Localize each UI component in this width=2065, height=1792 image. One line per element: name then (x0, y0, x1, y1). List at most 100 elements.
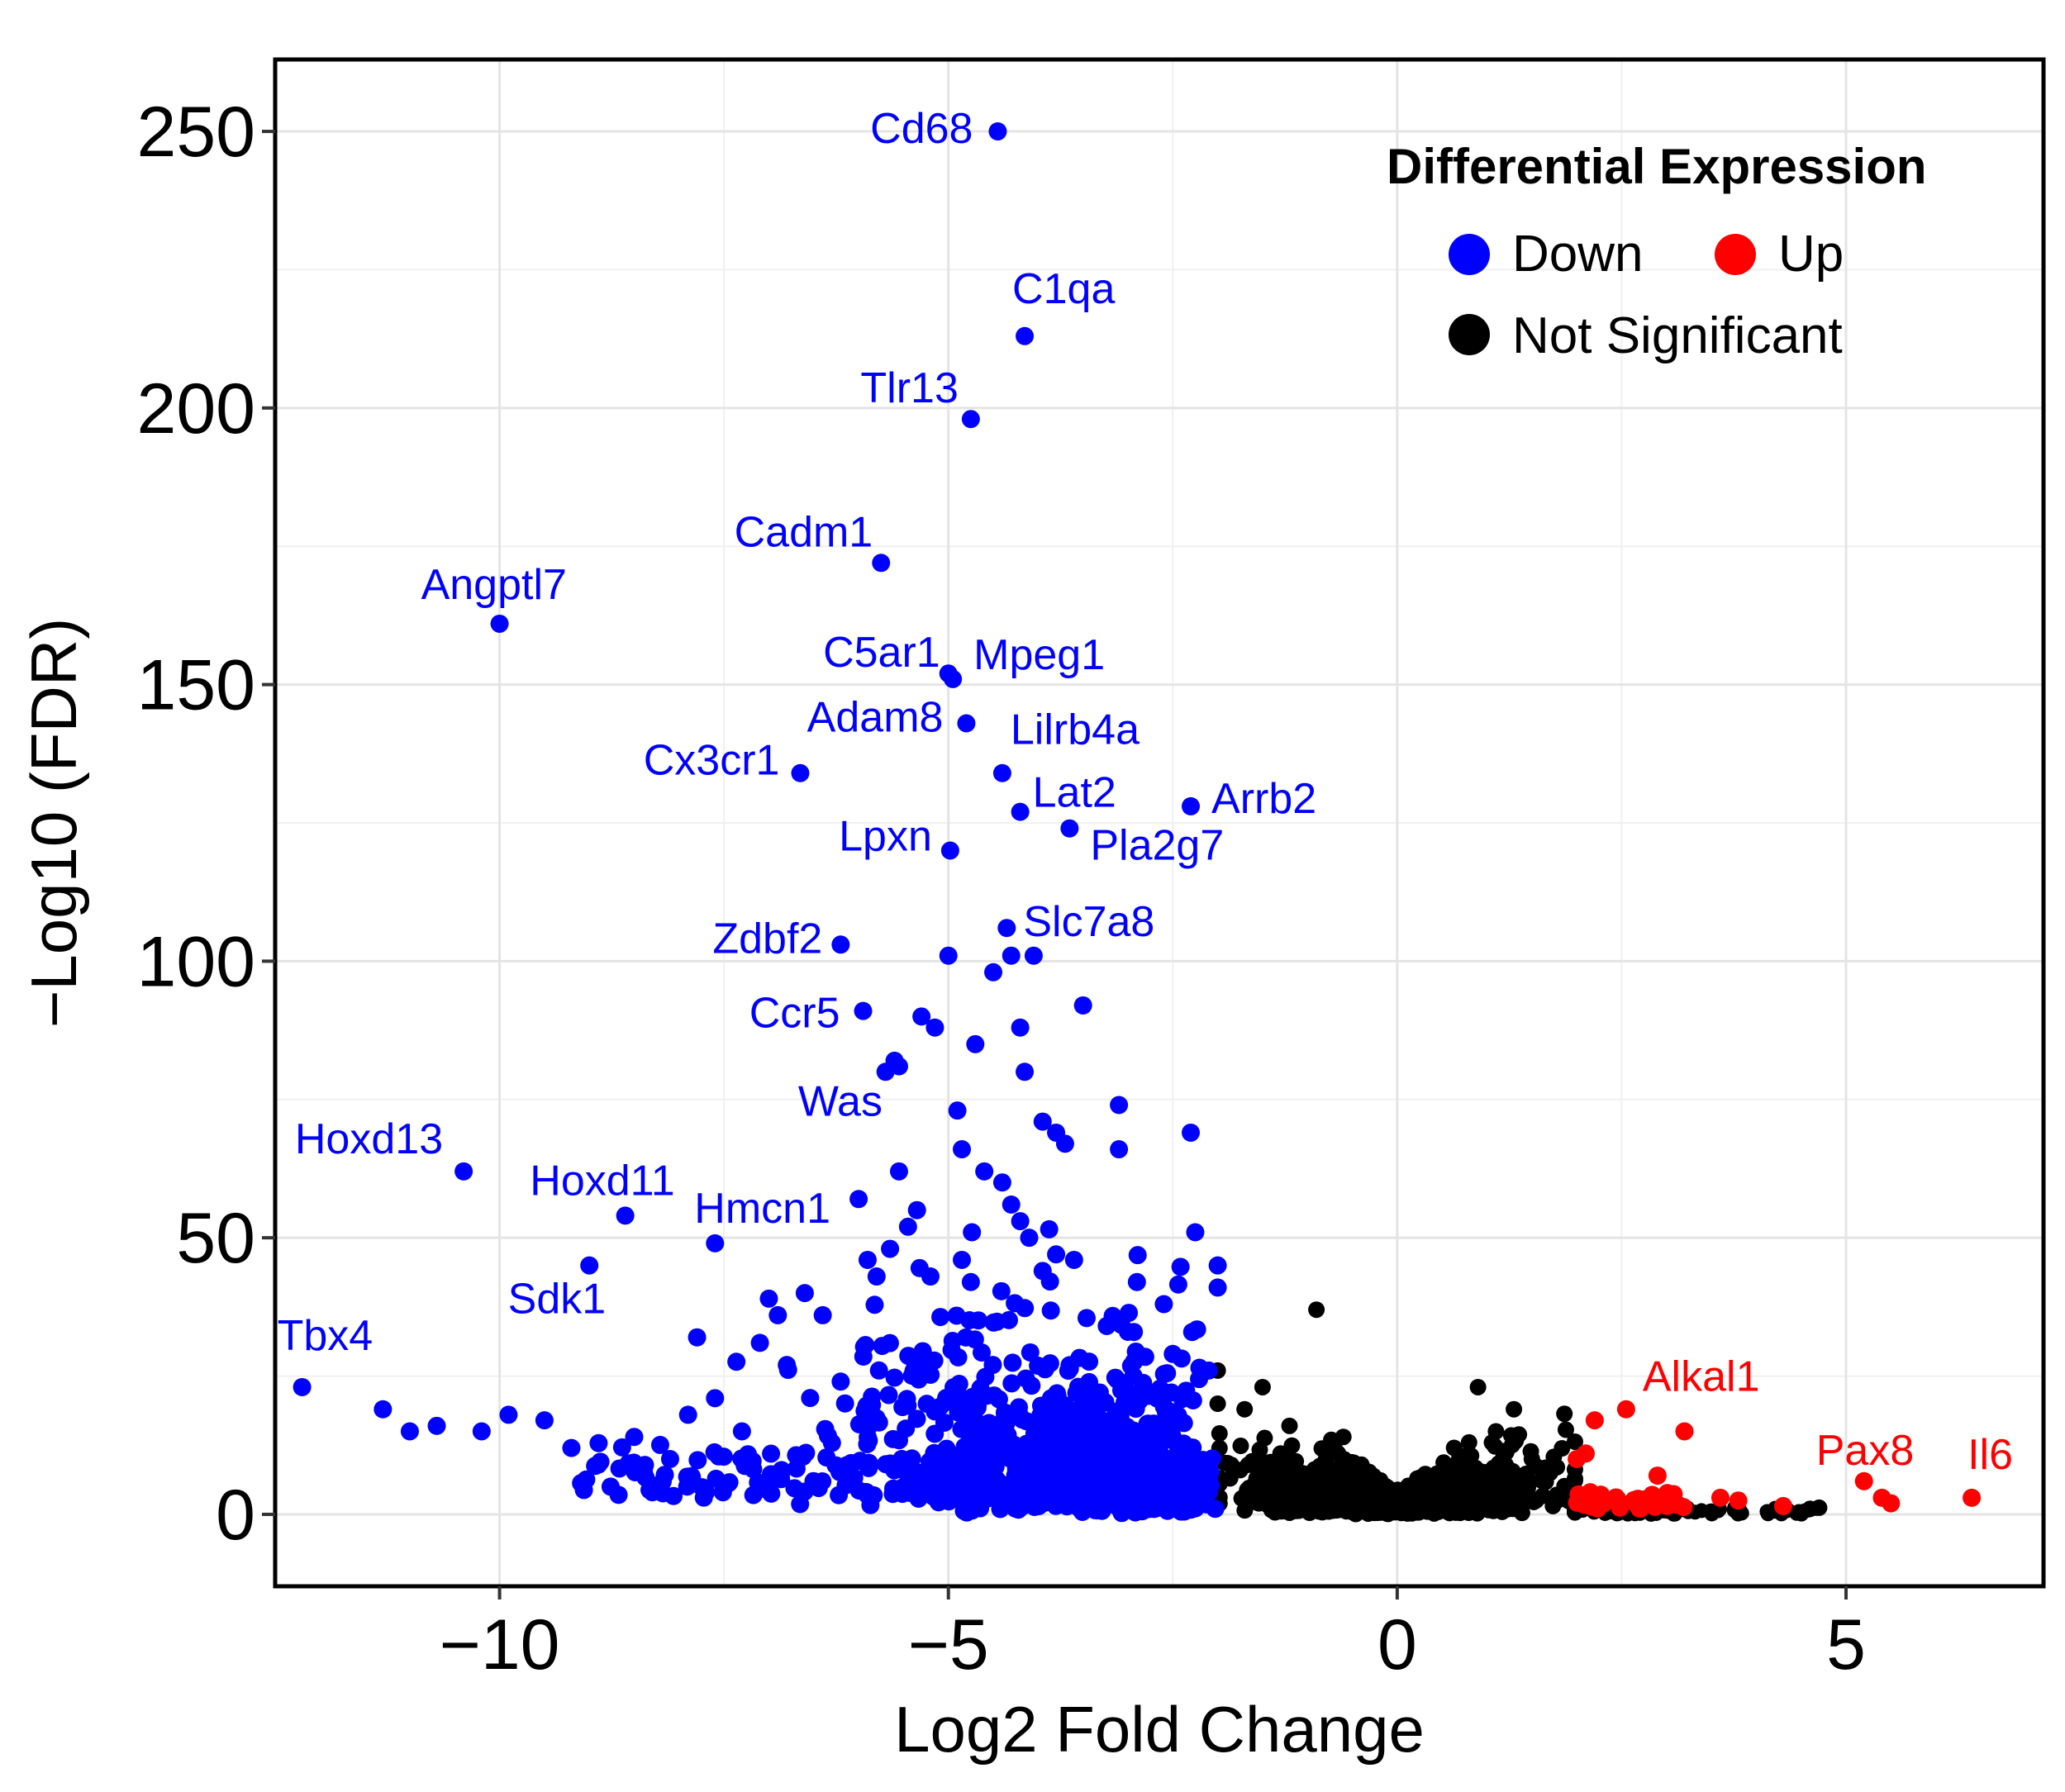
point-down (1056, 1495, 1075, 1514)
point-down (1073, 1383, 1092, 1402)
point-down (750, 1333, 769, 1352)
point-not-significant (1810, 1499, 1828, 1516)
point-down (601, 1477, 620, 1496)
legend-label-down: Down (1512, 226, 1644, 283)
point-down (625, 1428, 644, 1447)
point-up (1658, 1496, 1677, 1515)
point-down (985, 1419, 1004, 1438)
point-down (735, 1457, 754, 1476)
point-down (1003, 1353, 1022, 1372)
gene-label: Cadm1 (735, 508, 873, 556)
gene-label: Pla2g7 (1090, 822, 1224, 870)
point-not-significant (1346, 1472, 1363, 1490)
point-not-significant (1272, 1445, 1289, 1462)
point-down (706, 1389, 725, 1408)
point-down (660, 1450, 679, 1468)
point-down (720, 1473, 739, 1492)
point-down (589, 1455, 608, 1474)
point-not-significant (1231, 1462, 1249, 1479)
point-down (1118, 1495, 1137, 1514)
point-down (961, 1272, 980, 1291)
point-down (1199, 1361, 1218, 1380)
point-not-significant (1256, 1429, 1273, 1447)
gene-label: Zdbf2 (712, 915, 822, 963)
point-down (1082, 1461, 1101, 1480)
point-down (1056, 1482, 1075, 1501)
point-down (1029, 1357, 1048, 1376)
point-down (921, 1267, 940, 1286)
point-up (1729, 1491, 1748, 1510)
point-labeled-gene (854, 1001, 873, 1020)
point-down (1128, 1246, 1147, 1265)
point-down (898, 1396, 917, 1415)
point-down (939, 946, 958, 965)
point-down (948, 1101, 967, 1120)
point-up (1674, 1498, 1693, 1517)
point-not-significant (1335, 1428, 1352, 1446)
point-down (1017, 1412, 1036, 1431)
point-down (1044, 1438, 1063, 1457)
point-down (863, 1395, 882, 1414)
point-down (1173, 1390, 1192, 1409)
point-down (1183, 1452, 1202, 1471)
point-down (953, 1140, 972, 1159)
y-tick-label: 150 (137, 646, 256, 725)
point-down (1029, 1495, 1048, 1514)
point-not-significant (1211, 1425, 1228, 1443)
point-down (1154, 1295, 1173, 1314)
point-not-significant (1469, 1378, 1487, 1395)
point-down (867, 1267, 886, 1286)
point-up (1585, 1411, 1604, 1430)
point-down (902, 1449, 921, 1468)
point-not-significant (1495, 1494, 1512, 1511)
point-not-significant (1299, 1498, 1316, 1515)
point-down (1139, 1446, 1158, 1465)
point-down (1041, 1301, 1060, 1320)
point-down (400, 1422, 419, 1441)
point-down (374, 1400, 393, 1419)
point-labeled-gene (997, 919, 1016, 938)
gene-label: Cd68 (870, 105, 973, 153)
point-down (903, 1474, 922, 1493)
point-down (762, 1444, 781, 1463)
point-down (983, 1487, 1002, 1506)
point-down (1011, 1018, 1030, 1037)
point-up (1589, 1495, 1608, 1514)
point-down (992, 1173, 1011, 1192)
point-down (912, 1007, 931, 1026)
point-down (960, 1310, 979, 1329)
point-down (967, 1467, 986, 1486)
x-tick-label: 5 (1826, 1605, 1866, 1685)
point-down (930, 1470, 949, 1489)
point-not-significant (1527, 1492, 1544, 1509)
point-down (1182, 1323, 1201, 1342)
point-not-significant (1284, 1452, 1301, 1469)
y-axis-title: −Log10 (FDR) (17, 618, 90, 1028)
point-down (849, 1190, 868, 1209)
point-labeled-gene (1182, 796, 1201, 815)
gene-label: Cx3cr1 (644, 737, 780, 785)
point-labeled-gene (1616, 1400, 1635, 1419)
x-tick-label: −5 (908, 1605, 989, 1685)
point-not-significant (1308, 1301, 1325, 1319)
point-down (984, 1313, 1003, 1332)
labeled-points (293, 122, 1982, 1507)
point-down (1016, 1369, 1035, 1388)
point-labeled-gene (1854, 1471, 1873, 1490)
gene-label: Tlr13 (860, 364, 958, 412)
point-down (1060, 1359, 1079, 1378)
point-down (968, 1396, 987, 1415)
point-down (956, 1328, 975, 1347)
point-down (822, 1433, 841, 1452)
point-down (1042, 1486, 1061, 1505)
point-not-significant (1281, 1417, 1298, 1434)
point-down (727, 1352, 746, 1371)
point-down (1072, 1417, 1091, 1436)
point-down (787, 1459, 806, 1478)
point-labeled-gene (791, 763, 810, 782)
point-down (1044, 1470, 1063, 1489)
point-down (1158, 1408, 1177, 1427)
point-down (589, 1433, 608, 1452)
point-down (1110, 1140, 1129, 1159)
point-down (880, 1333, 899, 1352)
